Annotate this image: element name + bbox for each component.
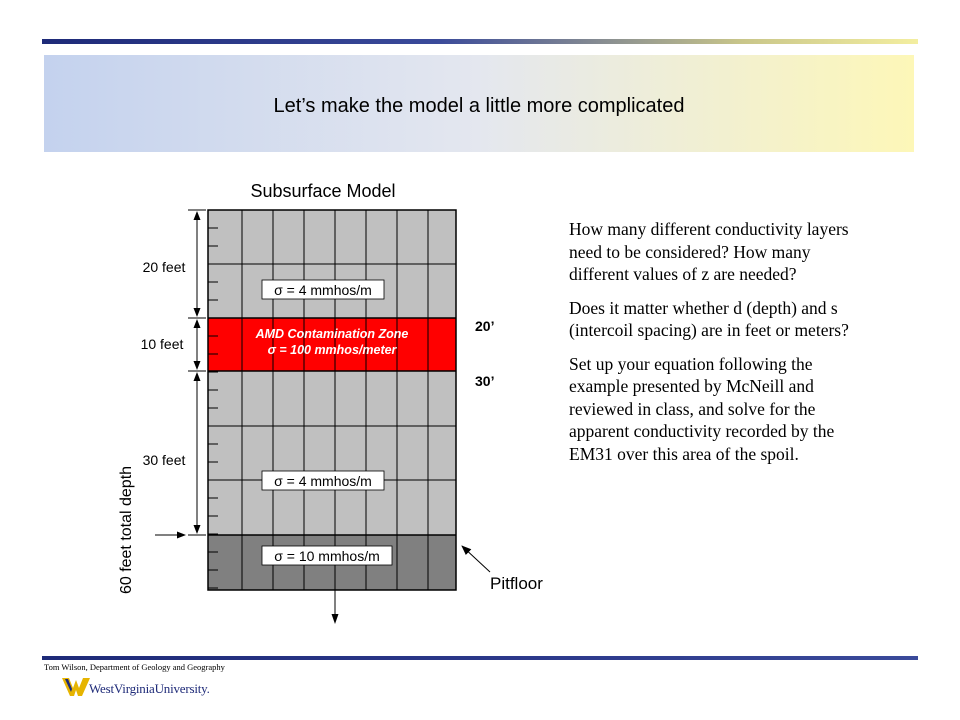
pitfloor-label: Pitfloor bbox=[490, 574, 543, 593]
sigma-label-pitfloor: σ = 10 mmhos/m bbox=[274, 548, 380, 564]
question-block: How many different conductivity layers n… bbox=[569, 218, 869, 476]
total-depth-label: 60 feet total depth bbox=[118, 466, 135, 594]
thickness-label-bg-amd bbox=[134, 333, 190, 353]
thickness-dimensions bbox=[188, 209, 206, 536]
thickness-arrowheads bbox=[193, 211, 201, 534]
bottom-rule bbox=[42, 656, 918, 660]
layer-middle bbox=[208, 371, 456, 535]
diagram-heading: Subsurface Model bbox=[250, 181, 395, 201]
sigma-box-middle bbox=[261, 470, 385, 491]
sigma-box-upper bbox=[261, 279, 385, 300]
total-depth-arrowhead bbox=[177, 531, 186, 539]
amd-zone-label: AMD Contamination Zone bbox=[255, 327, 409, 341]
model-grid bbox=[208, 210, 456, 590]
thickness-label-bg-upper bbox=[136, 256, 192, 276]
footer-credit: Tom Wilson, Department of Geology and Ge… bbox=[44, 662, 225, 672]
thickness-label-bg-middle bbox=[136, 449, 192, 469]
thickness-label-upper: 20 feet bbox=[143, 259, 186, 275]
question-units: Does it matter whether d (depth) and s (… bbox=[569, 297, 849, 341]
sigma-box-pitfloor bbox=[261, 545, 393, 566]
thickness-label-amd: 10 feet bbox=[141, 336, 184, 352]
wvu-wordmark: WestVirginiaUniversity. bbox=[89, 681, 210, 696]
model-frame bbox=[207, 209, 457, 591]
depth-scale bbox=[208, 209, 218, 589]
title-banner: Let’s make the model a little more compl… bbox=[44, 55, 914, 152]
top-rule bbox=[42, 39, 918, 44]
depth-axis-arrowhead bbox=[331, 614, 339, 624]
wvu-flying-wv-logo bbox=[62, 678, 90, 696]
question-equation: Set up your equation following the examp… bbox=[569, 353, 835, 464]
sigma-label-middle: σ = 4 mmhos/m bbox=[274, 473, 372, 489]
layer-boundaries bbox=[208, 317, 456, 536]
question-layers: How many different conductivity layers n… bbox=[569, 219, 849, 284]
sigma-label-amd: σ = 100 mmhos/meter bbox=[268, 343, 398, 357]
slide-title: Let’s make the model a little more compl… bbox=[273, 95, 685, 117]
depth-marker-20: 20’ bbox=[475, 318, 494, 334]
sigma-label-upper: σ = 4 mmhos/m bbox=[274, 282, 372, 298]
layer-amd-zone bbox=[208, 318, 456, 371]
pitfloor-pointer bbox=[461, 545, 491, 573]
thickness-label-middle: 30 feet bbox=[143, 452, 186, 468]
depth-marker-30: 30’ bbox=[475, 373, 494, 389]
